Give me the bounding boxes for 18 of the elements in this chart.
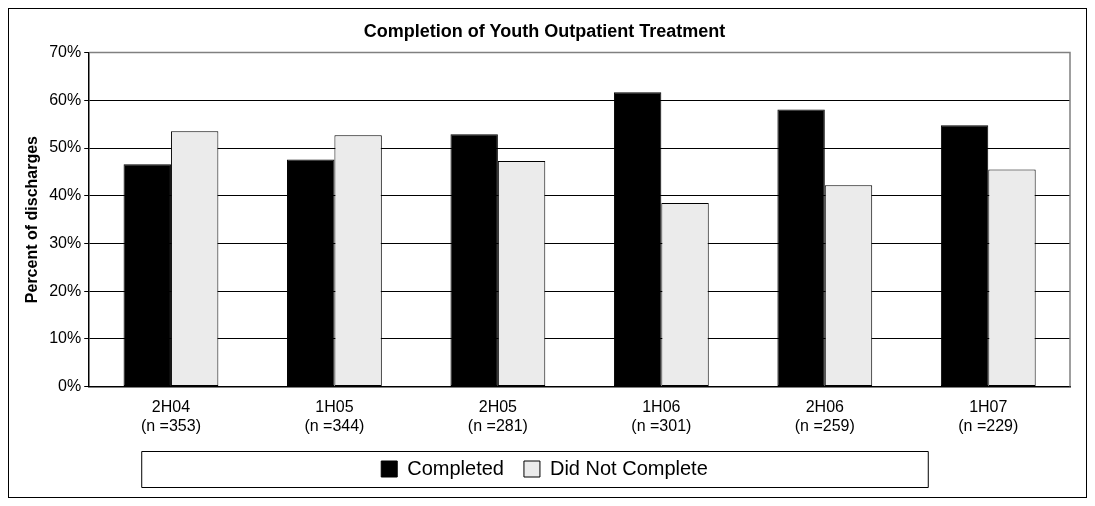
chart-title: Completion of Youth Outpatient Treatment [363, 20, 726, 41]
x-tick-label: 2H04 (n =353) [140, 397, 201, 434]
y-axis-title: Percent of discharges [23, 135, 41, 304]
x-tick-label: 1H07 (n =229) [958, 397, 1019, 434]
x-tick-label: 2H05 (n =281) [467, 397, 528, 434]
legend-label: Completed [407, 456, 504, 479]
y-tick-label: 30% [49, 233, 82, 251]
legend-label: Did Not Complete [549, 456, 708, 479]
y-tick-label: 40% [49, 186, 82, 204]
y-tick-label: 60% [49, 90, 82, 108]
x-tick-label: 1H05 (n =344) [304, 397, 365, 434]
y-tick-label: 70% [49, 43, 82, 61]
y-tick-label: 50% [49, 138, 82, 156]
y-tick-label: 20% [49, 281, 82, 299]
y-tick-label: 0% [58, 377, 82, 395]
y-tick-label: 10% [49, 329, 82, 347]
x-tick-label: 1H06 (n =301) [631, 397, 692, 434]
x-tick-label: 2H06 (n =259) [794, 397, 855, 434]
